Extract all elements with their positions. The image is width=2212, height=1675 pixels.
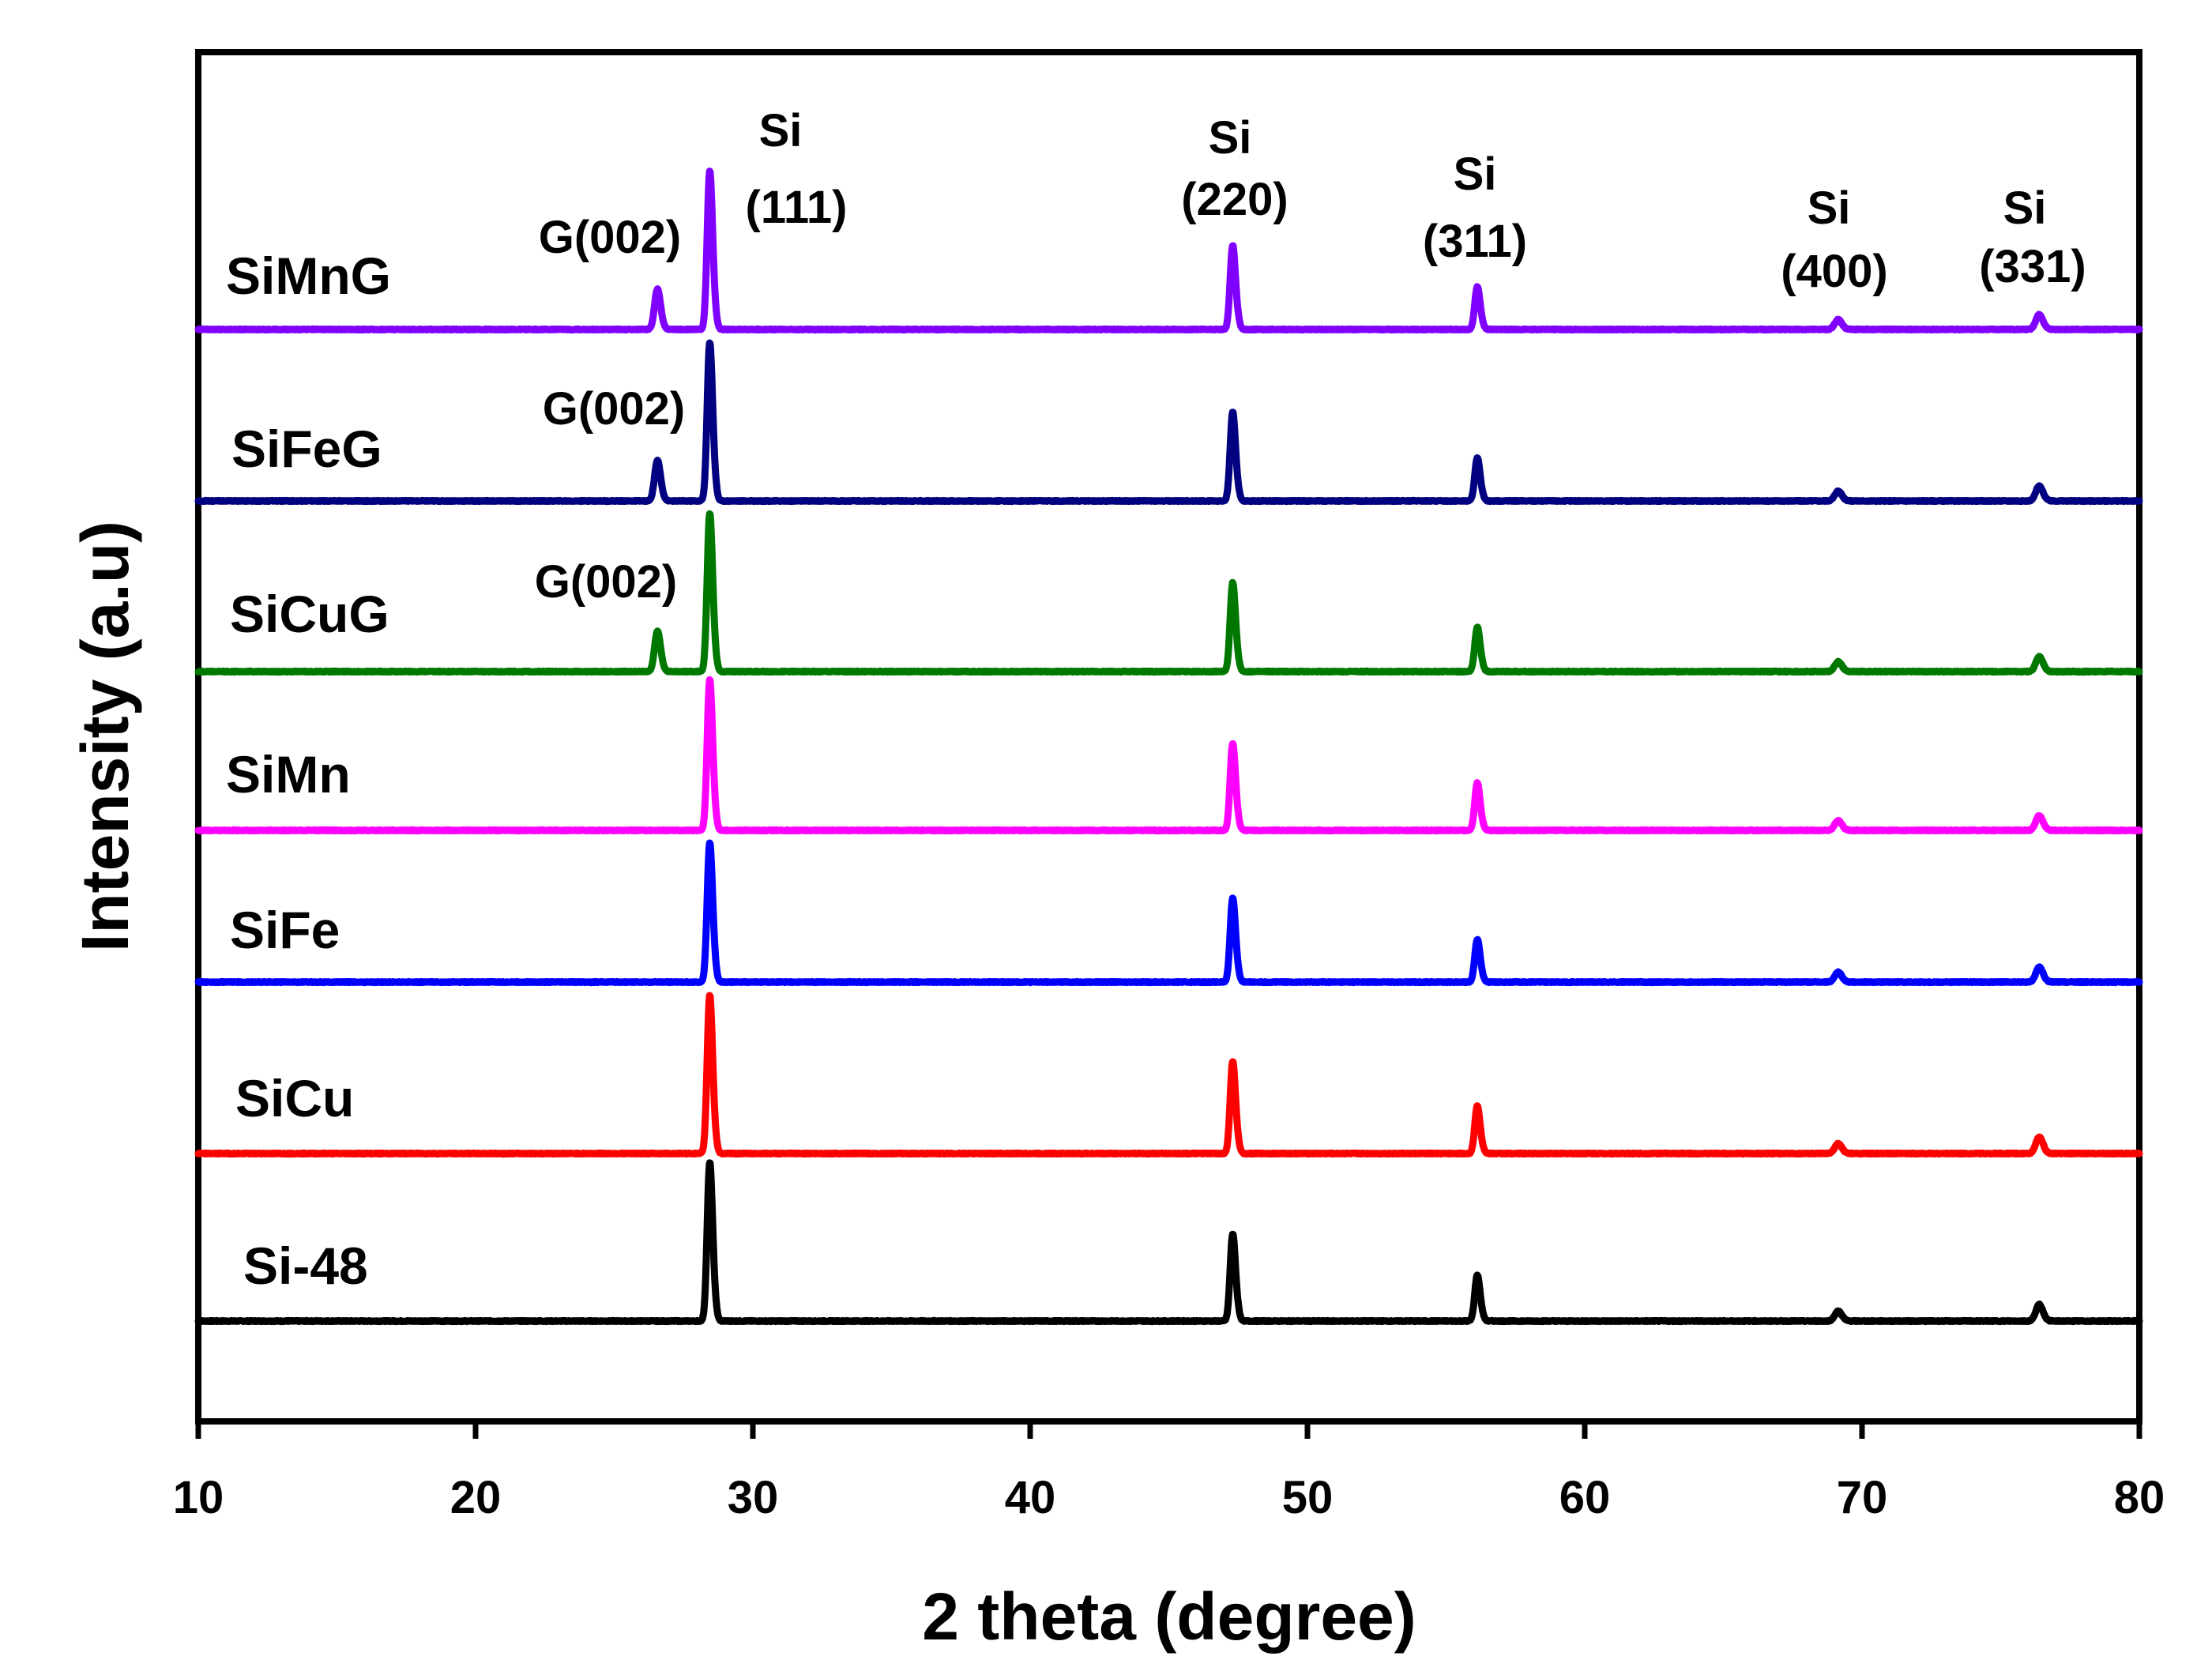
x-tick-label: 50 — [1282, 1472, 1334, 1523]
x-tick-label: 40 — [1005, 1472, 1056, 1523]
plot-frame — [195, 49, 2142, 1425]
trace-sifeg — [194, 339, 2143, 506]
trace-sife — [194, 839, 2143, 987]
peak-label-si400: (400) — [1781, 246, 1887, 297]
peak-label-si331: (331) — [1979, 241, 2086, 292]
peak-label-si331: Si — [2003, 183, 2047, 234]
series-label-sife: SiFe — [230, 901, 340, 959]
y-axis-title: Intensity (a.u) — [68, 521, 142, 952]
x-tick-label: 10 — [173, 1472, 224, 1523]
trace-simng — [194, 168, 2143, 334]
peak-label-si111: Si — [759, 105, 803, 156]
peak-label-si220: Si — [1209, 112, 1252, 164]
x-tick-label: 20 — [450, 1472, 502, 1523]
series-label-sicu: SiCu — [235, 1069, 354, 1127]
series-label-simng: SiMnG — [226, 247, 391, 305]
trace-sicu — [194, 992, 2143, 1158]
peak-label-g002-sicug: G(002) — [535, 556, 678, 608]
trace-simn — [194, 676, 2143, 835]
series-traces — [194, 168, 2143, 1326]
series-labels: Si-48 SiCu SiFe SiMn SiCuG SiFeG SiMnG — [226, 247, 391, 1295]
peak-annotations: G(002) Si (111) Si (220) Si (311) Si (400) Si (331… — [535, 105, 2086, 608]
peak-label-si400: Si — [1808, 183, 1851, 234]
series-label-si-48: Si-48 — [243, 1236, 368, 1295]
x-tick-label: 30 — [728, 1472, 779, 1523]
peak-label-si311: (311) — [1423, 216, 1527, 267]
peak-label-si111: (111) — [746, 182, 848, 233]
series-label-sicug: SiCuG — [230, 585, 389, 643]
x-axis-title: 2 theta (degree) — [922, 1579, 1416, 1654]
x-tick-label: 70 — [1837, 1472, 1888, 1523]
series-label-sifeg: SiFeG — [231, 420, 382, 478]
peak-label-si311: Si — [1454, 149, 1497, 200]
trace-sicug — [194, 510, 2143, 676]
peak-label-g002-simng: G(002) — [539, 212, 682, 263]
x-axis-ticks: 10 20 30 40 50 60 70 80 — [173, 1421, 2165, 1523]
x-tick-label: 80 — [2114, 1472, 2165, 1523]
series-label-simn: SiMn — [226, 745, 351, 804]
peak-label-si220: (220) — [1181, 174, 1288, 225]
trace-si-48 — [194, 1159, 2143, 1326]
peak-label-g002-sifeg: G(002) — [543, 383, 686, 435]
x-tick-label: 60 — [1559, 1472, 1611, 1523]
